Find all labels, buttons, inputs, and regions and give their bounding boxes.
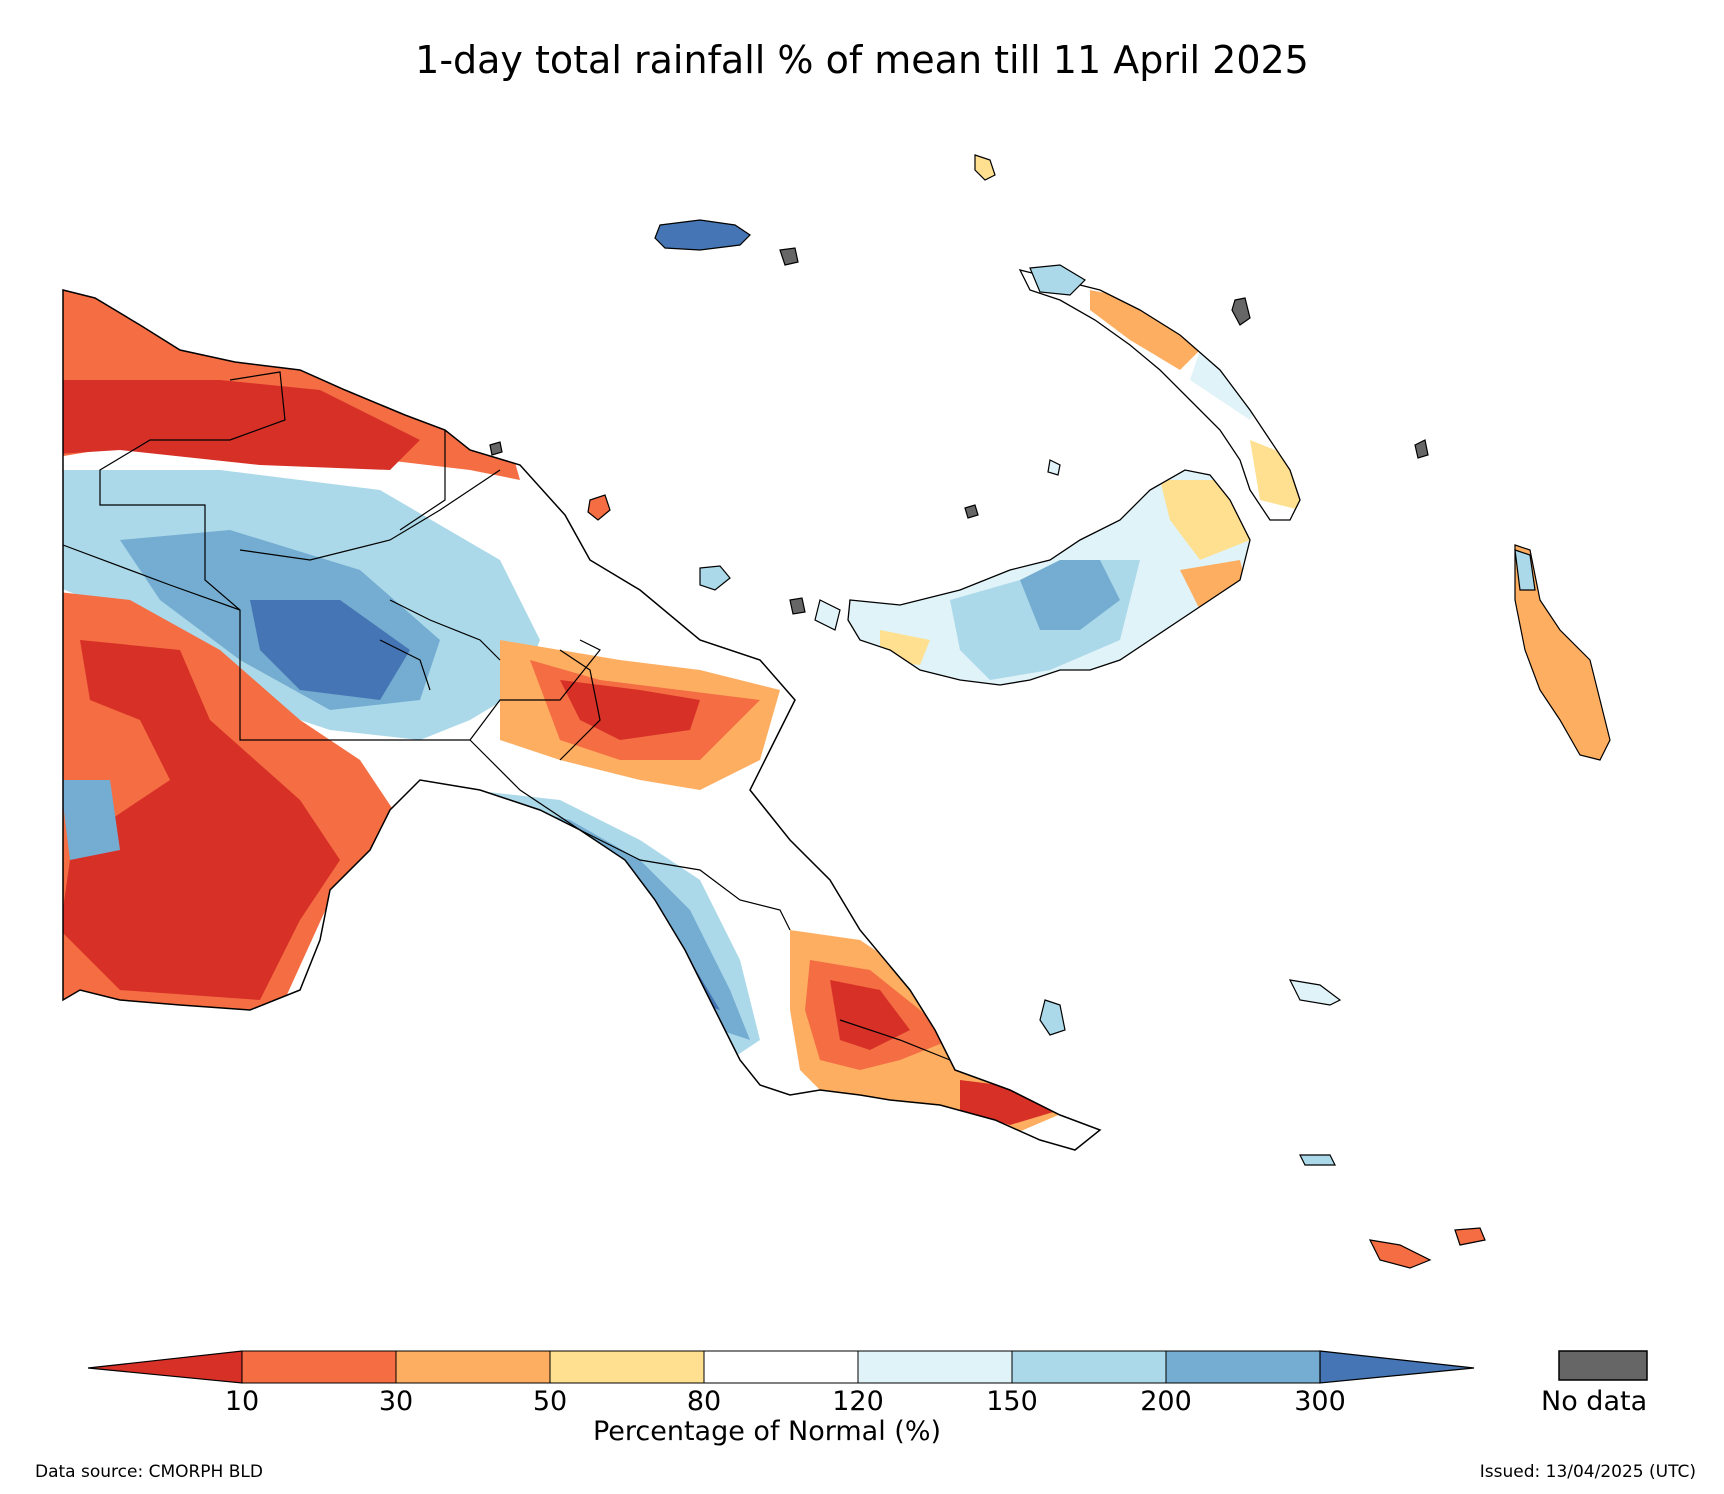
- no-data-label: No data: [1541, 1386, 1648, 1417]
- new-hanover-island: [1029, 264, 1086, 296]
- colorbar-tick: 30: [378, 1386, 414, 1417]
- mainland-rainfall: [63, 290, 1100, 1150]
- colorbar-bin: [703, 1350, 859, 1384]
- colorbar-tick: 120: [832, 1386, 884, 1417]
- colorbar-bin: [1165, 1350, 1321, 1384]
- manus-island: [654, 219, 751, 251]
- colorbar-bin: [549, 1350, 705, 1384]
- colorbar-tick: 200: [1140, 1386, 1192, 1417]
- colorbar-bin: [1011, 1350, 1167, 1384]
- colorbar-label: Percentage of Normal (%): [592, 1416, 942, 1447]
- colorbar-bin: [395, 1350, 551, 1384]
- map-title: 1-day total rainfall % of mean till 11 A…: [415, 38, 1309, 82]
- colorbar: [87, 1350, 1648, 1384]
- colorbar-extend-high: [1319, 1350, 1475, 1384]
- colorbar-bin: [241, 1350, 397, 1384]
- colorbar-bin: [857, 1350, 1013, 1384]
- colorbar-extend-low: [87, 1350, 243, 1384]
- islands: [489, 154, 1611, 1269]
- new-britain-rainfall: [848, 470, 1250, 685]
- province-boundaries: [62, 371, 951, 1061]
- new-ireland-coastline: [1018, 269, 1301, 521]
- mainland-coastline: [62, 289, 1102, 1151]
- colorbar-tick: 80: [686, 1386, 722, 1417]
- colorbar-tick: 150: [986, 1386, 1038, 1417]
- colorbar-tick: 300: [1294, 1386, 1346, 1417]
- buka-island: [1514, 549, 1536, 591]
- new-britain-coastline: [847, 469, 1251, 686]
- colorbar-tick: 50: [532, 1386, 568, 1417]
- issued-date: Issued: 13/04/2025 (UTC): [1479, 1462, 1696, 1482]
- bougainville-island: [1514, 544, 1611, 761]
- island-north: [974, 154, 996, 181]
- colorbar-tick: 10: [224, 1386, 260, 1417]
- no-data-swatch: [1558, 1350, 1648, 1381]
- data-source: Data source: CMORPH BLD: [35, 1462, 263, 1482]
